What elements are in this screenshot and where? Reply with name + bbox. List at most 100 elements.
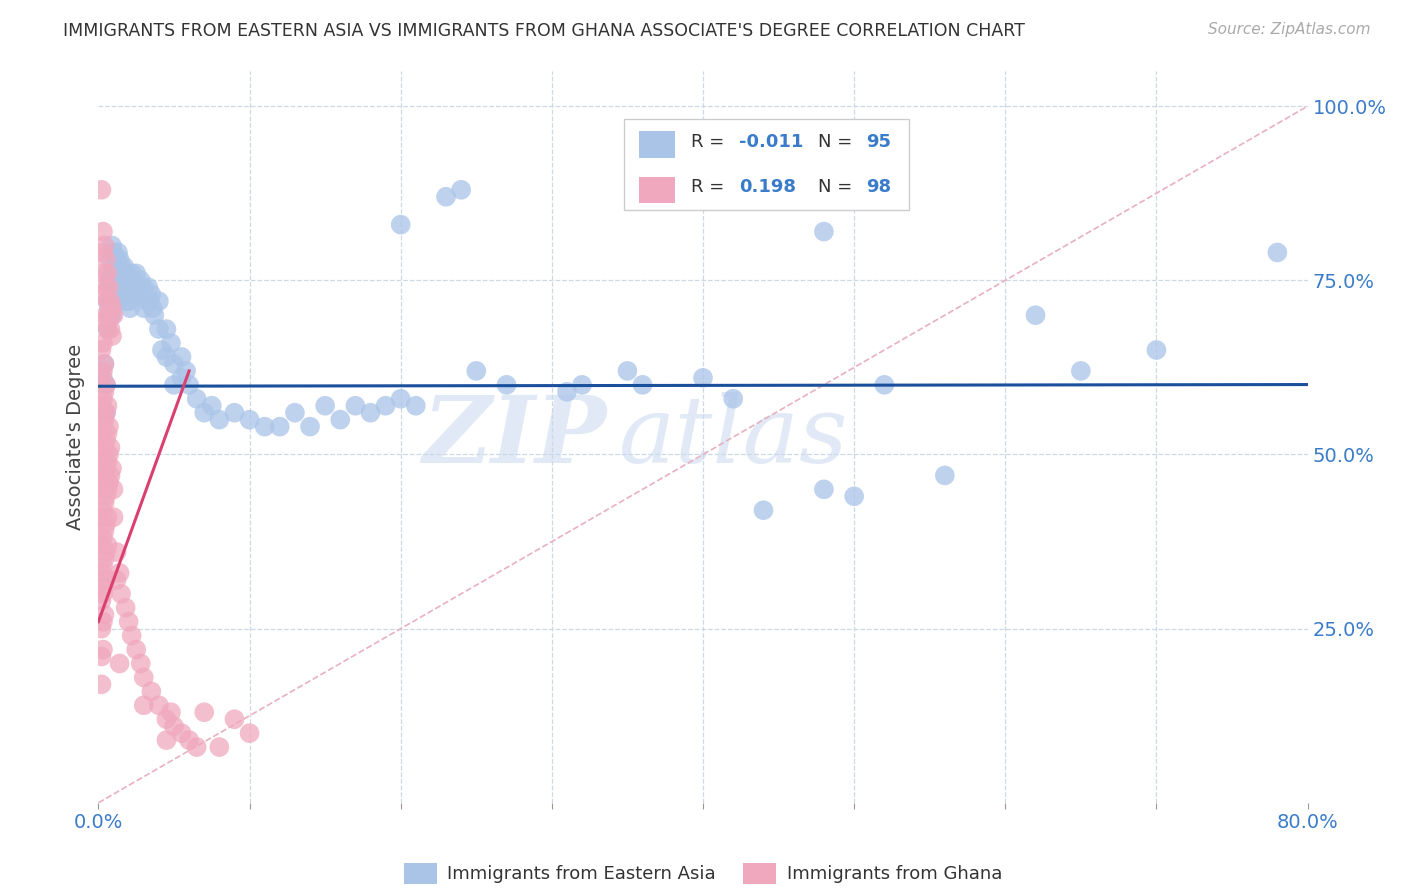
Point — [96, 538, 118, 552]
Point — [100, 280, 122, 294]
Text: 0.198: 0.198 — [740, 178, 796, 196]
Point — [269, 419, 291, 434]
Point — [98, 475, 121, 490]
Point — [783, 169, 806, 183]
Point — [101, 329, 124, 343]
Point — [253, 419, 276, 434]
Point — [155, 733, 177, 747]
Point — [91, 364, 114, 378]
Point — [91, 336, 114, 351]
Point — [284, 406, 307, 420]
Point — [224, 406, 246, 420]
Text: ZIP: ZIP — [422, 392, 606, 482]
Text: R =: R = — [690, 133, 730, 151]
Point — [160, 705, 183, 719]
Point — [101, 461, 124, 475]
Point — [98, 301, 121, 316]
Point — [239, 726, 262, 740]
Point — [100, 468, 122, 483]
Point — [555, 384, 578, 399]
Point — [121, 287, 143, 301]
Point — [148, 294, 170, 309]
Point — [91, 419, 114, 434]
Point — [170, 371, 193, 385]
Text: Source: ZipAtlas.com: Source: ZipAtlas.com — [1208, 22, 1371, 37]
Point — [94, 461, 117, 475]
Text: IMMIGRANTS FROM EASTERN ASIA VS IMMIGRANTS FROM GHANA ASSOCIATE'S DEGREE CORRELA: IMMIGRANTS FROM EASTERN ASIA VS IMMIGRAN… — [63, 22, 1025, 40]
Point — [125, 266, 148, 280]
Point — [723, 392, 745, 406]
Point — [91, 245, 114, 260]
Point — [108, 657, 131, 671]
Text: 98: 98 — [866, 178, 891, 196]
Point — [844, 489, 866, 503]
Point — [93, 238, 115, 252]
Point — [193, 406, 215, 420]
Point — [105, 573, 128, 587]
Point — [90, 622, 112, 636]
Point — [155, 350, 177, 364]
Point — [90, 566, 112, 580]
Point — [374, 399, 396, 413]
Point — [676, 190, 699, 204]
Point — [103, 510, 125, 524]
Point — [98, 448, 121, 462]
Point — [571, 377, 593, 392]
Text: N =: N = — [818, 133, 858, 151]
Point — [107, 273, 129, 287]
Point — [94, 377, 117, 392]
Point — [135, 294, 157, 309]
Point — [90, 183, 112, 197]
Point — [90, 399, 112, 413]
Point — [329, 412, 352, 426]
Point — [101, 308, 124, 322]
Legend: Immigrants from Eastern Asia, Immigrants from Ghana: Immigrants from Eastern Asia, Immigrants… — [396, 855, 1010, 891]
Point — [150, 343, 173, 357]
Point — [112, 280, 135, 294]
Point — [434, 190, 457, 204]
Point — [114, 600, 136, 615]
Point — [132, 301, 155, 316]
Point — [103, 483, 125, 497]
Point — [121, 629, 143, 643]
Point — [94, 406, 117, 420]
Point — [125, 287, 148, 301]
Point — [103, 294, 125, 309]
Point — [90, 371, 112, 385]
Point — [224, 712, 246, 726]
Point — [98, 273, 121, 287]
Point — [170, 350, 193, 364]
Point — [344, 399, 367, 413]
Point — [96, 483, 118, 497]
Point — [314, 399, 336, 413]
Point — [94, 252, 117, 267]
Point — [90, 315, 112, 329]
Point — [96, 294, 118, 309]
Point — [141, 287, 163, 301]
Point — [110, 587, 132, 601]
Point — [160, 336, 183, 351]
Point — [100, 441, 122, 455]
Point — [170, 726, 193, 740]
Point — [450, 183, 472, 197]
Point — [103, 245, 125, 260]
Point — [94, 545, 117, 559]
Point — [105, 545, 128, 559]
Point — [91, 225, 114, 239]
Point — [90, 483, 112, 497]
Point — [208, 740, 231, 755]
Point — [94, 434, 117, 448]
Point — [91, 615, 114, 629]
Point — [90, 426, 112, 441]
Point — [179, 733, 201, 747]
Point — [1144, 343, 1167, 357]
Point — [96, 454, 118, 468]
Point — [96, 322, 118, 336]
Point — [93, 468, 115, 483]
Point — [141, 684, 163, 698]
Point — [94, 573, 117, 587]
Point — [179, 377, 201, 392]
Point — [103, 273, 125, 287]
Point — [90, 510, 112, 524]
Point — [96, 266, 118, 280]
